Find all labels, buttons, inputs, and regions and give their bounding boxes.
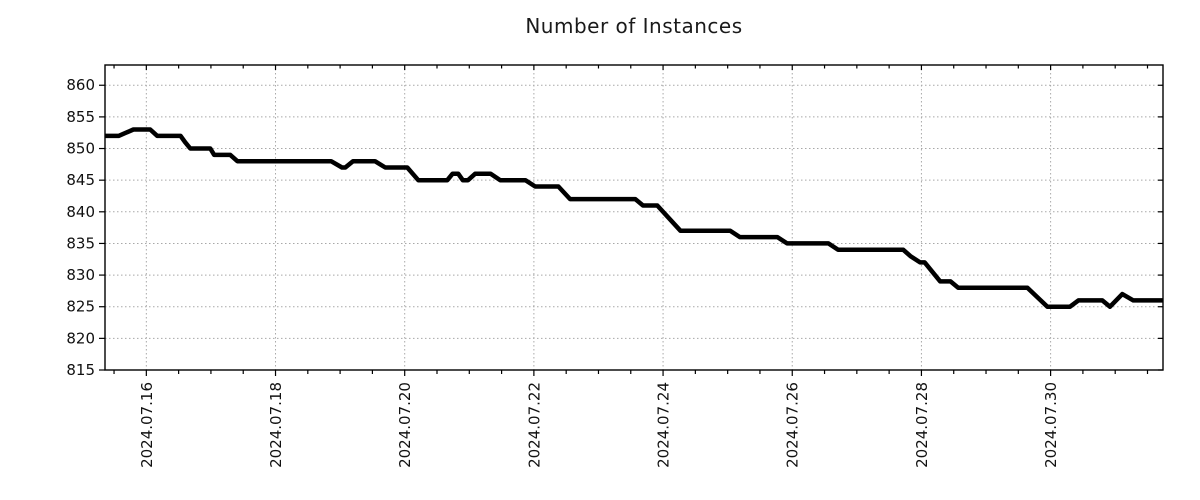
y-tick-label: 845 [66,171,95,189]
chart-title: Number of Instances [525,14,743,38]
x-tick-label: 2024.07.18 [267,382,285,468]
x-tick-label: 2024.07.30 [1042,382,1060,468]
data-line-instances [105,127,1163,309]
y-tick-label: 820 [66,329,95,347]
x-tick-label: 2024.07.26 [784,382,802,468]
y-tick-label: 835 [66,234,95,252]
x-tick-label: 2024.07.22 [525,382,543,468]
y-tick-label: 855 [66,108,95,126]
y-tick-label: 850 [66,140,95,158]
y-tick-label: 860 [66,76,95,94]
x-tick-label: 2024.07.28 [913,382,931,468]
x-tick-label: 2024.07.20 [396,382,414,468]
plot-frame [104,64,1164,371]
y-tick-label: 840 [66,203,95,221]
x-tick-label: 2024.07.24 [655,382,673,468]
y-tick-label: 825 [66,298,95,316]
y-tick-label: 815 [66,361,95,379]
x-tick-label: 2024.07.16 [138,382,156,468]
y-tick-label: 830 [66,266,95,284]
